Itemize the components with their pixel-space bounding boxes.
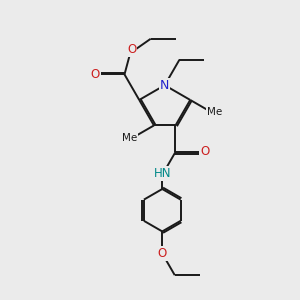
Text: O: O [200, 146, 210, 158]
Text: N: N [160, 79, 169, 92]
Text: Me: Me [122, 133, 137, 143]
Text: O: O [90, 68, 100, 81]
Text: O: O [127, 43, 136, 56]
Text: O: O [158, 247, 167, 260]
Text: Me: Me [207, 107, 223, 118]
Text: HN: HN [154, 167, 171, 180]
